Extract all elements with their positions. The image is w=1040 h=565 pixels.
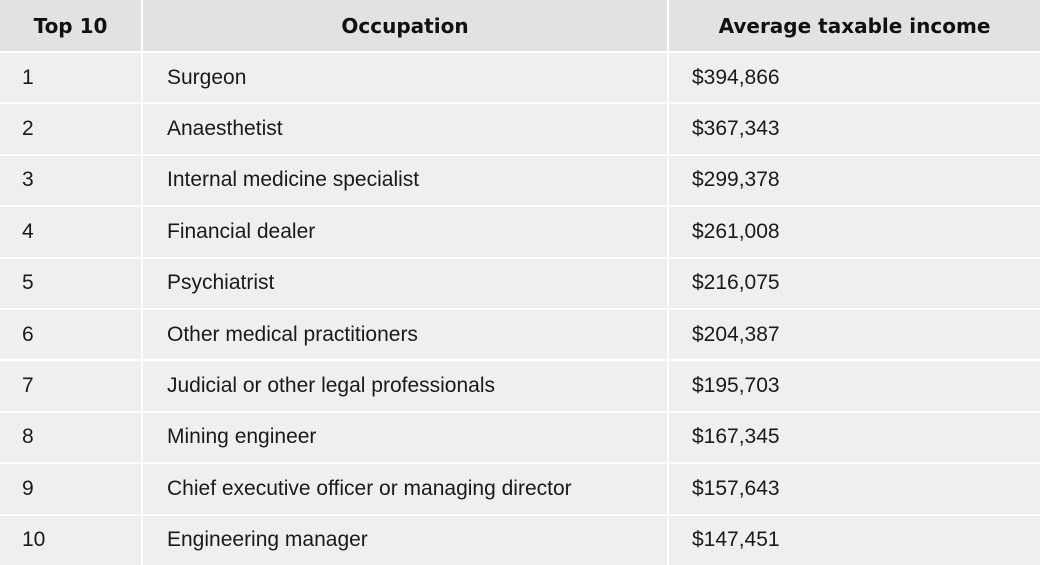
column-header: Occupation: [143, 0, 667, 51]
rank-cell: 2: [0, 104, 141, 154]
rank-cell: 5: [0, 258, 141, 308]
column-header: Average taxable income: [669, 0, 1040, 51]
rank-cell: 10: [0, 515, 141, 565]
occupation-cell: Financial dealer: [143, 207, 667, 257]
occupation-cell: Mining engineer: [143, 412, 667, 463]
rank-cell: 6: [0, 309, 141, 360]
rank-cell: 1: [0, 53, 141, 103]
income-cell: $394,866: [669, 53, 1040, 103]
income-cell: $147,451: [669, 515, 1040, 565]
occupation-cell: Psychiatrist: [143, 258, 667, 308]
occupation-cell: Internal medicine specialist: [143, 155, 667, 206]
income-cell: $195,703: [669, 361, 1040, 411]
income-cell: $204,387: [669, 309, 1040, 360]
rank-cell: 4: [0, 207, 141, 257]
rank-cell: 8: [0, 412, 141, 463]
rank-cell: 7: [0, 361, 141, 411]
occupation-cell: Anaesthetist: [143, 104, 667, 154]
occupation-cell: Chief executive officer or managing dire…: [143, 464, 667, 514]
rank-cell: 9: [0, 464, 141, 514]
income-cell: $261,008: [669, 207, 1040, 257]
occupation-cell: Engineering manager: [143, 515, 667, 565]
income-cell: $367,343: [669, 104, 1040, 154]
income-cell: $167,345: [669, 412, 1040, 463]
income-cell: $299,378: [669, 155, 1040, 206]
income-cell: $157,643: [669, 464, 1040, 514]
occupation-cell: Other medical practitioners: [143, 309, 667, 360]
occupation-cell: Surgeon: [143, 53, 667, 103]
column-header: Top 10: [0, 0, 141, 51]
income-cell: $216,075: [669, 258, 1040, 308]
rank-cell: 3: [0, 155, 141, 206]
occupation-cell: Judicial or other legal professionals: [143, 361, 667, 411]
